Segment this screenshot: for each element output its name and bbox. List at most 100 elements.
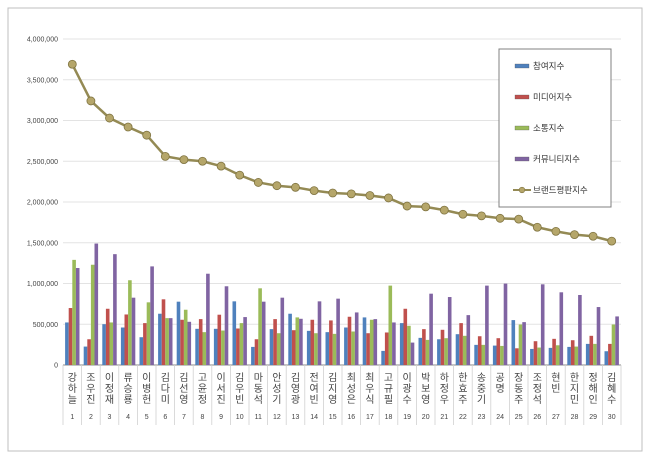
- bar-4: [75, 268, 80, 365]
- bar-2: [403, 308, 408, 365]
- line-point: [272, 181, 282, 191]
- legend-swatch: [514, 125, 530, 131]
- bar-1: [269, 329, 274, 365]
- bar-3: [90, 264, 95, 365]
- line-point: [346, 189, 356, 199]
- line-point: [198, 156, 207, 166]
- bar-2: [143, 323, 147, 365]
- line-point: [253, 178, 263, 187]
- bar-4: [429, 293, 433, 365]
- bar-2: [217, 314, 222, 365]
- bar-2: [347, 316, 352, 365]
- bar-1: [251, 346, 255, 365]
- line-point: [551, 226, 561, 236]
- bar-1: [232, 301, 237, 365]
- legend-label: 미디어지수: [533, 92, 572, 102]
- line-point: [477, 211, 486, 221]
- y-tick-label: 2,000,000: [27, 200, 58, 207]
- rank-label: 23: [478, 414, 486, 421]
- bar-3: [183, 309, 188, 365]
- bar-3: [407, 325, 411, 365]
- bar-2: [515, 348, 519, 365]
- line-point: [216, 161, 226, 171]
- x-axis-categories: 강 하 늘 1 조 우 진 2 이 정 재 3 류 승 룡 4 이 병 헌 5 김 다 미 6 김 선 영 7 고 윤 정 8 이 서 진 9 김 우 빈 1…: [62, 365, 622, 425]
- line-point: [458, 209, 468, 219]
- bar-4: [150, 266, 154, 365]
- line-point: [179, 155, 189, 165]
- bar-4: [447, 297, 452, 365]
- bar-1: [306, 330, 311, 365]
- rank-label: 14: [310, 414, 318, 421]
- rank-label: 18: [385, 414, 393, 421]
- bar-1: [195, 328, 199, 365]
- bar-2: [291, 330, 296, 365]
- line-point: [439, 205, 449, 215]
- rank-label: 20: [422, 414, 430, 421]
- line-point: [123, 122, 133, 132]
- bar-1: [381, 350, 385, 365]
- y-tick-label: 500,000: [33, 322, 58, 329]
- rank-label: 5: [145, 414, 149, 421]
- bar-3: [128, 280, 132, 365]
- bar-3: [518, 324, 523, 365]
- bar-1: [102, 324, 106, 365]
- rank-label: 28: [571, 414, 579, 421]
- bar-2: [533, 341, 538, 365]
- rank-label: 27: [552, 414, 560, 421]
- rank-label: 30: [608, 414, 616, 421]
- legend-swatch: [514, 156, 530, 162]
- bar-3: [500, 345, 504, 365]
- bar-3: [109, 322, 114, 365]
- bar-2: [440, 329, 445, 365]
- y-axis-ticks: 0 500,000 1,000,000 1,500,000 2,000,000 2,500…: [27, 37, 58, 370]
- y-tick-label: 4,000,000: [27, 37, 58, 44]
- bar-3: [444, 338, 448, 365]
- bar-4: [280, 297, 285, 365]
- line-point: [588, 231, 598, 241]
- bar-4: [131, 297, 136, 365]
- rank-label: 15: [329, 414, 337, 421]
- rank-label: 4: [126, 414, 130, 421]
- legend-label: 브랜드평판지수: [533, 185, 588, 195]
- bar-4: [522, 322, 526, 365]
- line-point: [291, 182, 300, 192]
- bar-4: [317, 301, 322, 365]
- line-point: [607, 236, 617, 246]
- line-point: [384, 193, 393, 203]
- bar-3: [574, 346, 579, 365]
- bar-3: [295, 317, 300, 365]
- bar-4: [559, 292, 564, 365]
- line-point: [495, 213, 505, 223]
- rank-label: 16: [347, 414, 355, 421]
- bar-2: [310, 319, 315, 365]
- bar-1: [344, 327, 348, 365]
- bar-1: [325, 332, 330, 365]
- bar-4: [168, 318, 173, 365]
- bar-4: [354, 312, 359, 365]
- line-point: [570, 230, 579, 240]
- bar-1: [585, 343, 590, 365]
- bar-4: [224, 286, 229, 365]
- line-point: [86, 96, 96, 106]
- bar-3: [593, 343, 597, 365]
- bar-4: [373, 319, 378, 365]
- line-point: [160, 151, 170, 161]
